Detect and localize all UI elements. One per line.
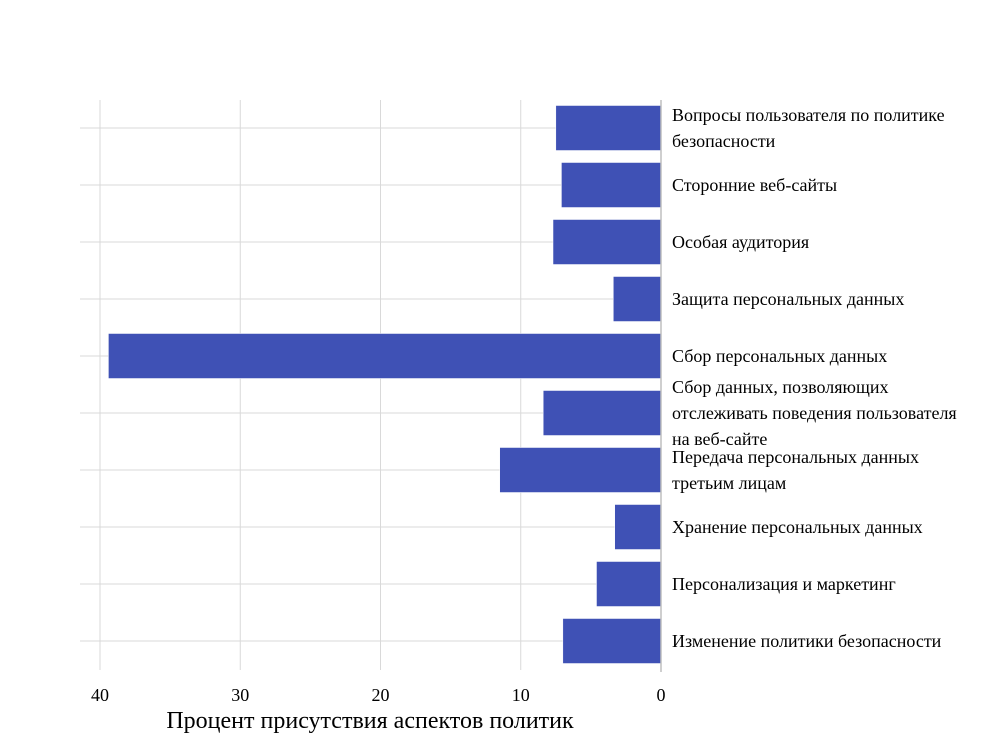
category-label-line: Сбор персональных данных: [672, 346, 887, 366]
category-label-line: Особая аудитория: [672, 232, 809, 252]
bar-4: [108, 333, 662, 379]
bars: [108, 105, 662, 664]
x-tick-label-2: 20: [372, 685, 390, 705]
category-label-line: Изменение политики безопасности: [672, 631, 942, 651]
bar-0: [555, 105, 662, 151]
bar-3: [613, 276, 662, 322]
category-label-3: Защита персональных данных: [672, 289, 904, 309]
category-label-line: Хранение персональных данных: [672, 517, 923, 537]
category-label-1: Сторонние веб-сайты: [672, 175, 837, 195]
bar-1: [561, 162, 662, 208]
category-label-line: безопасности: [672, 131, 776, 151]
bar-6: [499, 447, 662, 493]
category-label-line: Сторонние веб-сайты: [672, 175, 837, 195]
category-label-4: Сбор персональных данных: [672, 346, 887, 366]
bar-9: [562, 618, 662, 664]
x-tick-label-0: 40: [91, 685, 109, 705]
category-label-8: Персонализация и маркетинг: [672, 574, 896, 594]
x-tick-label-1: 30: [231, 685, 249, 705]
category-label-line: Сбор данных, позволяющих: [672, 377, 888, 397]
x-tick-label-3: 10: [512, 685, 530, 705]
category-label-0: Вопросы пользователя по политике безопасн…: [672, 105, 945, 151]
category-label-2: Особая аудитория: [672, 232, 809, 252]
category-label-5: Сбор данных, позволяющих отслеживать пове…: [672, 377, 957, 449]
bar-2: [552, 219, 662, 265]
bar-5: [542, 390, 662, 436]
x-tick-label-4: 0: [657, 685, 666, 705]
category-label-line: Персонализация и маркетинг: [672, 574, 896, 594]
category-label-7: Хранение персональных данных: [672, 517, 923, 537]
category-label-line: третьим лицам: [672, 473, 786, 493]
x-axis-title: Процент присутствия аспектов политик: [166, 708, 574, 734]
bar-8: [596, 561, 662, 607]
category-label-line: отслеживать поведения пользователя: [672, 403, 957, 423]
category-label-line: на веб-сайте: [672, 429, 767, 449]
category-label-line: Передача персональных данных: [672, 447, 919, 467]
category-label-9: Изменение политики безопасности: [672, 631, 942, 651]
category-labels: Вопросы пользователя по политике безопасн…: [672, 105, 957, 651]
category-label-6: Передача персональных данных третьим лица…: [672, 447, 919, 493]
category-label-line: Защита персональных данных: [672, 289, 904, 309]
x-tick-labels: 40 30 20 10 0: [91, 685, 666, 705]
category-label-line: Вопросы пользователя по политике: [672, 105, 945, 125]
bar-7: [614, 504, 662, 550]
